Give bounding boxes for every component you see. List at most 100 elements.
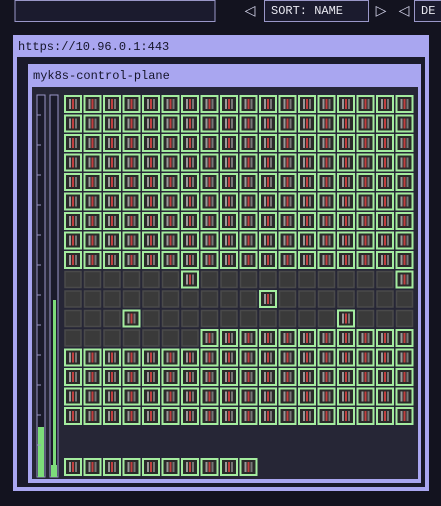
pod[interactable] (142, 192, 160, 211)
pod[interactable] (298, 368, 316, 386)
pod[interactable] (239, 309, 258, 328)
pod[interactable] (239, 95, 258, 113)
pod[interactable] (161, 329, 180, 347)
pod[interactable] (298, 231, 316, 250)
pod[interactable] (298, 309, 316, 328)
pod[interactable] (83, 329, 102, 347)
pod[interactable] (200, 192, 219, 211)
pod[interactable] (64, 290, 82, 308)
pod[interactable] (83, 348, 102, 367)
pod[interactable] (239, 114, 258, 133)
pod[interactable] (298, 192, 316, 211)
pod[interactable] (298, 95, 316, 113)
pod[interactable] (161, 368, 180, 386)
pod[interactable] (395, 95, 414, 113)
pod[interactable] (395, 387, 414, 406)
pod[interactable] (259, 153, 277, 172)
pod[interactable] (220, 95, 238, 113)
pod[interactable] (337, 134, 355, 152)
pod[interactable] (376, 153, 394, 172)
pod[interactable] (103, 309, 121, 328)
pod[interactable] (337, 212, 355, 230)
pod[interactable] (200, 290, 219, 308)
pod[interactable] (259, 114, 277, 133)
pod[interactable] (278, 95, 297, 113)
pod[interactable] (259, 173, 277, 191)
pod[interactable] (103, 368, 121, 386)
pod[interactable] (376, 348, 394, 367)
pod[interactable] (220, 309, 238, 328)
pod[interactable] (298, 329, 316, 347)
pod[interactable] (356, 407, 375, 425)
pod[interactable] (142, 290, 160, 308)
pod[interactable] (356, 309, 375, 328)
pod[interactable] (83, 192, 102, 211)
pod[interactable] (122, 231, 141, 250)
pod[interactable] (259, 348, 277, 367)
pod[interactable] (200, 458, 219, 476)
pod[interactable] (220, 114, 238, 133)
pod[interactable] (356, 368, 375, 386)
pod[interactable] (83, 387, 102, 406)
pod[interactable] (103, 173, 121, 191)
pod[interactable] (298, 270, 316, 289)
pod[interactable] (356, 212, 375, 230)
pod[interactable] (103, 329, 121, 347)
pod[interactable] (337, 407, 355, 425)
pod[interactable] (220, 231, 238, 250)
pod[interactable] (181, 329, 199, 347)
pod[interactable] (83, 114, 102, 133)
pod[interactable] (64, 348, 82, 367)
pod[interactable] (122, 290, 141, 308)
pod[interactable] (259, 407, 277, 425)
pod[interactable] (122, 458, 141, 476)
pod[interactable] (142, 348, 160, 367)
pod[interactable] (317, 368, 336, 386)
pod[interactable] (220, 153, 238, 172)
pod[interactable] (298, 290, 316, 308)
pod[interactable] (161, 407, 180, 425)
pod[interactable] (239, 251, 258, 269)
pod[interactable] (278, 153, 297, 172)
pod[interactable] (278, 212, 297, 230)
pod[interactable] (181, 251, 199, 269)
pod[interactable] (103, 348, 121, 367)
pod[interactable] (142, 134, 160, 152)
pod[interactable] (259, 212, 277, 230)
pod[interactable] (239, 134, 258, 152)
pod[interactable] (278, 290, 297, 308)
pod[interactable] (317, 231, 336, 250)
pod[interactable] (239, 387, 258, 406)
pod[interactable] (64, 387, 82, 406)
pod[interactable] (376, 192, 394, 211)
pod[interactable] (64, 251, 82, 269)
pod[interactable] (122, 329, 141, 347)
pod[interactable] (278, 173, 297, 191)
pod[interactable] (395, 290, 414, 308)
pod[interactable] (220, 134, 238, 152)
pod[interactable] (376, 309, 394, 328)
pod[interactable] (356, 173, 375, 191)
pod[interactable] (356, 95, 375, 113)
pod[interactable] (317, 114, 336, 133)
pod[interactable] (239, 153, 258, 172)
pod[interactable] (356, 290, 375, 308)
pod[interactable] (376, 407, 394, 425)
pod[interactable] (142, 173, 160, 191)
pod[interactable] (83, 231, 102, 250)
filter-prev[interactable]: ◁ (399, 3, 410, 19)
pod[interactable] (356, 114, 375, 133)
pod[interactable] (181, 114, 199, 133)
pod[interactable] (376, 290, 394, 308)
pod[interactable] (64, 192, 82, 211)
pod[interactable] (395, 212, 414, 230)
pod[interactable] (395, 329, 414, 347)
pod[interactable] (278, 407, 297, 425)
pod[interactable] (337, 387, 355, 406)
sort-box[interactable] (264, 0, 369, 22)
filter-box[interactable] (414, 0, 441, 22)
pod[interactable] (122, 134, 141, 152)
pod[interactable] (395, 368, 414, 386)
pod[interactable] (376, 114, 394, 133)
pod[interactable] (181, 309, 199, 328)
